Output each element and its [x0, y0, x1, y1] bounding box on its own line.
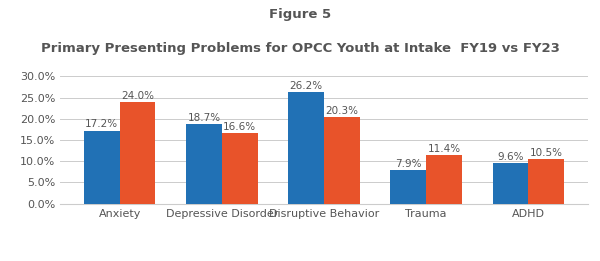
Bar: [222, 133, 257, 204]
Text: 10.5%: 10.5%: [530, 148, 563, 158]
Bar: [84, 131, 120, 204]
Bar: [186, 124, 222, 204]
Text: 20.3%: 20.3%: [325, 106, 358, 116]
Text: 26.2%: 26.2%: [290, 81, 323, 91]
Text: 9.6%: 9.6%: [497, 152, 524, 162]
Bar: [391, 170, 426, 204]
Bar: [493, 163, 528, 204]
Bar: [426, 155, 462, 204]
Bar: [324, 117, 360, 204]
Text: Figure 5: Figure 5: [269, 8, 331, 21]
Text: 7.9%: 7.9%: [395, 159, 422, 169]
Text: 16.6%: 16.6%: [223, 122, 256, 132]
Text: 24.0%: 24.0%: [121, 91, 154, 100]
Text: 11.4%: 11.4%: [427, 144, 461, 154]
Bar: [120, 102, 155, 204]
Text: 17.2%: 17.2%: [85, 119, 118, 129]
Bar: [528, 159, 564, 204]
Text: Primary Presenting Problems for OPCC Youth at Intake  FY19 vs FY23: Primary Presenting Problems for OPCC You…: [41, 42, 559, 55]
Bar: [288, 92, 324, 204]
Text: 18.7%: 18.7%: [187, 113, 221, 123]
